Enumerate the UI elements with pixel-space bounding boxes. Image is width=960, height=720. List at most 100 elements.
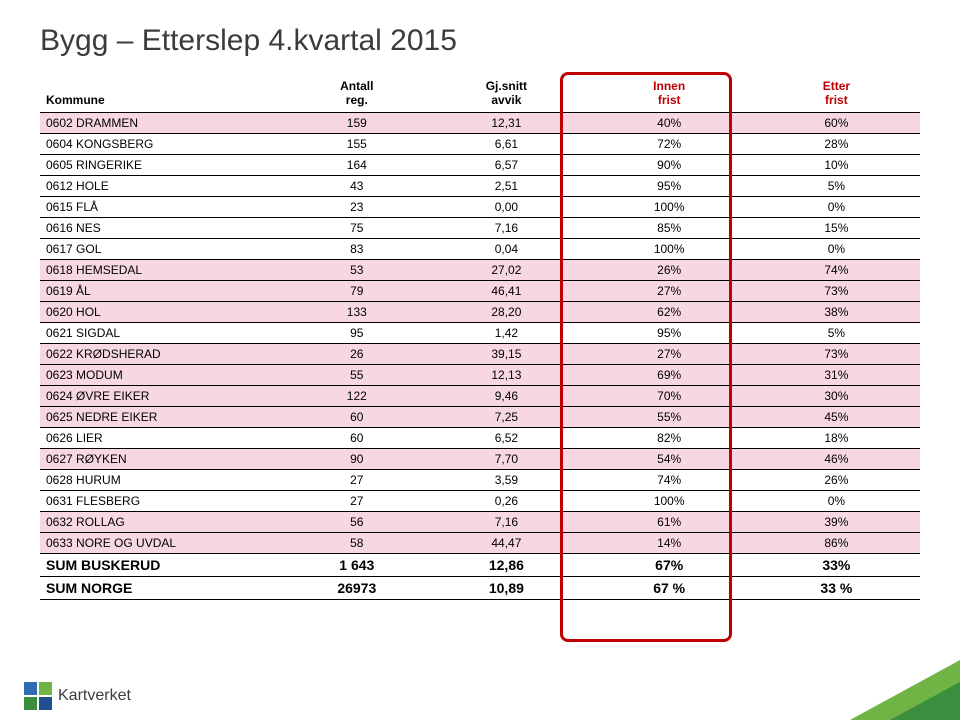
cell: 0617 GOL <box>40 238 286 259</box>
cell: 85% <box>586 217 753 238</box>
page-title: Bygg – Etterslep 4.kvartal 2015 <box>40 24 920 58</box>
cell: 75 <box>286 217 427 238</box>
table-sum-row: SUM BUSKERUD1 64312,8667%33% <box>40 553 920 576</box>
cell: 86% <box>753 532 920 553</box>
cell: 0633 NORE OG UVDAL <box>40 532 286 553</box>
col-label: avvik <box>491 93 521 107</box>
cell: 0612 HOLE <box>40 175 286 196</box>
logo-text: Kartverket <box>58 687 131 705</box>
cell: 10% <box>753 154 920 175</box>
cell: 46,41 <box>427 280 585 301</box>
cell: 26% <box>586 259 753 280</box>
cell: 7,16 <box>427 511 585 532</box>
cell: 74% <box>753 259 920 280</box>
cell: 30% <box>753 385 920 406</box>
cell: 5% <box>753 175 920 196</box>
cell: 0627 RØYKEN <box>40 448 286 469</box>
cell: 90% <box>586 154 753 175</box>
cell: 79 <box>286 280 427 301</box>
cell: 6,57 <box>427 154 585 175</box>
cell: 0,00 <box>427 196 585 217</box>
cell: 33 % <box>753 576 920 599</box>
cell: 155 <box>286 133 427 154</box>
table-row: 0624 ØVRE EIKER1229,4670%30% <box>40 385 920 406</box>
cell: 38% <box>753 301 920 322</box>
col-label: Kommune <box>46 93 105 107</box>
col-label: Innen <box>653 79 685 93</box>
table-row: 0622 KRØDSHERAD2639,1527%73% <box>40 343 920 364</box>
table-header-row: Kommune Antall reg. Gj.snitt avvik Innen… <box>40 76 920 112</box>
cell: 12,31 <box>427 112 585 133</box>
table-row: 0627 RØYKEN907,7054%46% <box>40 448 920 469</box>
cell: 7,25 <box>427 406 585 427</box>
col-antall: Antall reg. <box>286 76 427 112</box>
cell: 95% <box>586 175 753 196</box>
cell: 0615 FLÅ <box>40 196 286 217</box>
cell: 1,42 <box>427 322 585 343</box>
table-row: 0620 HOL13328,2062%38% <box>40 301 920 322</box>
cell: 73% <box>753 343 920 364</box>
cell: 27% <box>586 280 753 301</box>
cell: 28,20 <box>427 301 585 322</box>
cell: 62% <box>586 301 753 322</box>
cell: 55 <box>286 364 427 385</box>
table-row: 0616 NES757,1685%15% <box>40 217 920 238</box>
cell: 122 <box>286 385 427 406</box>
cell: 0,04 <box>427 238 585 259</box>
col-etter-frist: Etter frist <box>753 76 920 112</box>
cell: 26 <box>286 343 427 364</box>
cell: 0623 MODUM <box>40 364 286 385</box>
cell: 12,86 <box>427 553 585 576</box>
table-row: 0621 SIGDAL951,4295%5% <box>40 322 920 343</box>
data-table: Kommune Antall reg. Gj.snitt avvik Innen… <box>40 76 920 600</box>
cell: 0626 LIER <box>40 427 286 448</box>
cell: 0616 NES <box>40 217 286 238</box>
col-label: frist <box>825 93 848 107</box>
cell: 3,59 <box>427 469 585 490</box>
cell: 54% <box>586 448 753 469</box>
cell: 33% <box>753 553 920 576</box>
cell: 0624 ØVRE EIKER <box>40 385 286 406</box>
cell: 10,89 <box>427 576 585 599</box>
cell: 14% <box>586 532 753 553</box>
cell: 67 % <box>586 576 753 599</box>
cell: 83 <box>286 238 427 259</box>
cell: 2,51 <box>427 175 585 196</box>
table-row: 0612 HOLE432,5195%5% <box>40 175 920 196</box>
cell: 26% <box>753 469 920 490</box>
table-sum-row: SUM NORGE2697310,8967 %33 % <box>40 576 920 599</box>
cell: 40% <box>586 112 753 133</box>
table-row: 0619 ÅL7946,4127%73% <box>40 280 920 301</box>
cell: 90 <box>286 448 427 469</box>
cell: SUM NORGE <box>40 576 286 599</box>
cell: 9,46 <box>427 385 585 406</box>
cell: 53 <box>286 259 427 280</box>
cell: 0602 DRAMMEN <box>40 112 286 133</box>
cell: 27 <box>286 469 427 490</box>
table-row: 0626 LIER606,5282%18% <box>40 427 920 448</box>
cell: 0% <box>753 196 920 217</box>
cell: 70% <box>586 385 753 406</box>
cell: 100% <box>586 490 753 511</box>
table-row: 0617 GOL830,04100%0% <box>40 238 920 259</box>
cell: 164 <box>286 154 427 175</box>
cell: 46% <box>753 448 920 469</box>
cell: 60 <box>286 427 427 448</box>
cell: 0% <box>753 238 920 259</box>
cell: 0631 FLESBERG <box>40 490 286 511</box>
cell: 159 <box>286 112 427 133</box>
cell: 58 <box>286 532 427 553</box>
corner-accent-icon <box>850 660 960 720</box>
cell: 39,15 <box>427 343 585 364</box>
cell: 133 <box>286 301 427 322</box>
cell: 55% <box>586 406 753 427</box>
table-row: 0605 RINGERIKE1646,5790%10% <box>40 154 920 175</box>
cell: 0625 NEDRE EIKER <box>40 406 286 427</box>
cell: 69% <box>586 364 753 385</box>
cell: 74% <box>586 469 753 490</box>
cell: 27 <box>286 490 427 511</box>
cell: 6,52 <box>427 427 585 448</box>
cell: 100% <box>586 238 753 259</box>
cell: 0% <box>753 490 920 511</box>
cell: 72% <box>586 133 753 154</box>
